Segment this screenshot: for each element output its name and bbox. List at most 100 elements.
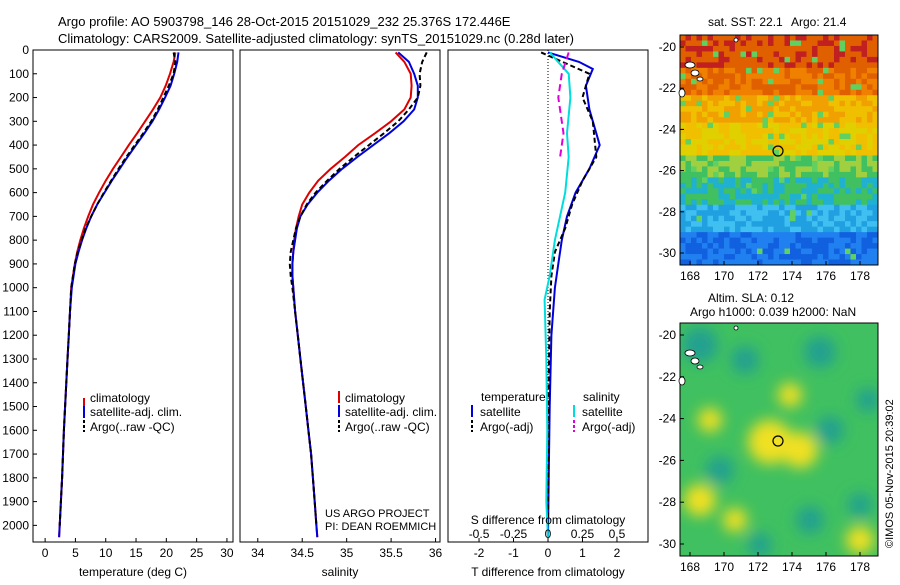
sst-cell	[861, 199, 868, 206]
sst-cell	[812, 35, 818, 41]
sst-cell	[867, 106, 873, 113]
sst-cell	[790, 35, 796, 41]
sst-cell	[823, 155, 829, 162]
sst-cell	[724, 128, 730, 134]
sst-cell	[867, 237, 873, 244]
sst-cell	[740, 106, 747, 113]
sst-cell	[784, 106, 791, 113]
sst-cell	[735, 215, 741, 222]
sst-cell	[768, 210, 774, 217]
sst-cell	[746, 139, 752, 145]
sst-cell	[707, 199, 714, 206]
header-line-2: Climatology: CARS2009. Satellite-adjuste…	[58, 31, 574, 46]
sst-cell	[707, 177, 714, 184]
sst-cell	[850, 51, 857, 58]
sst-cell	[856, 243, 862, 249]
sst-cell	[839, 139, 846, 145]
sst-cell	[746, 78, 752, 85]
sst-cell	[696, 199, 703, 206]
sst-cell	[713, 160, 719, 167]
sst-cell	[751, 106, 758, 113]
sst-cell	[856, 254, 862, 260]
sst-cell	[817, 128, 824, 134]
sst-cell	[729, 155, 736, 162]
sst-cell	[757, 100, 763, 107]
sst-cell	[773, 40, 780, 47]
sst-cell	[740, 40, 747, 47]
sst-cell	[713, 84, 719, 91]
sst-cell	[779, 171, 785, 178]
sst-cell	[823, 62, 829, 69]
sst-cell	[696, 73, 703, 80]
sst-cell	[856, 45, 862, 52]
sst-cell	[850, 150, 857, 156]
sst-cell	[740, 51, 747, 58]
sst-cell	[839, 226, 846, 233]
sst-cell	[685, 95, 692, 102]
sst-cell	[806, 150, 813, 156]
sst-cell	[779, 111, 785, 118]
sst-cell	[828, 182, 835, 189]
sst-cell	[779, 89, 785, 96]
sst-cell	[801, 248, 807, 255]
sst-cell	[872, 150, 879, 156]
sst-cell	[784, 51, 791, 58]
island-shape	[684, 61, 696, 69]
sst-cell	[817, 182, 824, 189]
sst-cell	[718, 259, 725, 266]
sst-cell	[718, 248, 725, 255]
sst-cell	[850, 193, 857, 200]
sst-cell	[867, 95, 873, 102]
sst-cell	[751, 155, 758, 162]
header-line-1: Argo profile: AO 5903798_146 28-Oct-2015…	[58, 14, 511, 29]
sst-cell	[872, 221, 879, 228]
legend-temperature-header: temperature	[481, 390, 546, 404]
sla-map-anomalies	[682, 327, 878, 556]
sst-cell	[839, 89, 846, 96]
sst-cell	[757, 155, 763, 162]
sst-cell	[867, 67, 873, 74]
sst-cell	[707, 122, 714, 129]
sst-cell	[735, 160, 741, 167]
sst-cell	[861, 56, 868, 63]
sst-cell	[751, 111, 758, 118]
map-lat-label: -22	[659, 370, 677, 384]
sst-cell	[828, 45, 835, 52]
sst-cell	[806, 259, 813, 266]
sst-cell	[740, 78, 747, 85]
sst-cell	[685, 155, 692, 162]
temperature-plot-frame	[32, 49, 234, 543]
sst-cell	[856, 84, 862, 91]
sst-cell	[834, 62, 840, 69]
sst-cell	[713, 210, 719, 217]
sst-cell	[696, 259, 703, 266]
sst-cell	[839, 188, 846, 195]
sst-cell	[861, 78, 868, 85]
sst-cell	[729, 232, 736, 239]
sst-cell	[740, 35, 747, 41]
sst-cell	[845, 215, 851, 222]
sst-cell	[872, 199, 879, 206]
sst-cell	[707, 155, 714, 162]
sst-cell	[823, 100, 829, 107]
sst-cell	[768, 67, 774, 74]
legend-label-satellite: satellite-adj. clim.	[90, 405, 182, 419]
sst-cell	[817, 199, 824, 206]
sst-cell	[817, 237, 824, 244]
sst-cell	[823, 243, 829, 249]
legend-label-s-satellite: satellite	[582, 405, 623, 419]
sst-cell	[768, 226, 774, 233]
sst-cell	[834, 182, 840, 189]
sst-cell	[768, 128, 774, 134]
sst-cell	[828, 106, 835, 113]
sst-cell	[845, 259, 851, 266]
depth-tick-label: 2000	[2, 518, 29, 532]
sst-cell	[817, 40, 824, 47]
sst-cell	[867, 122, 873, 129]
sst-cell	[872, 67, 879, 74]
sst-cell	[707, 182, 714, 189]
sst-cell	[834, 78, 840, 85]
sst-cell	[691, 182, 697, 189]
sst-cell	[746, 45, 752, 52]
sst-cell	[784, 35, 791, 41]
